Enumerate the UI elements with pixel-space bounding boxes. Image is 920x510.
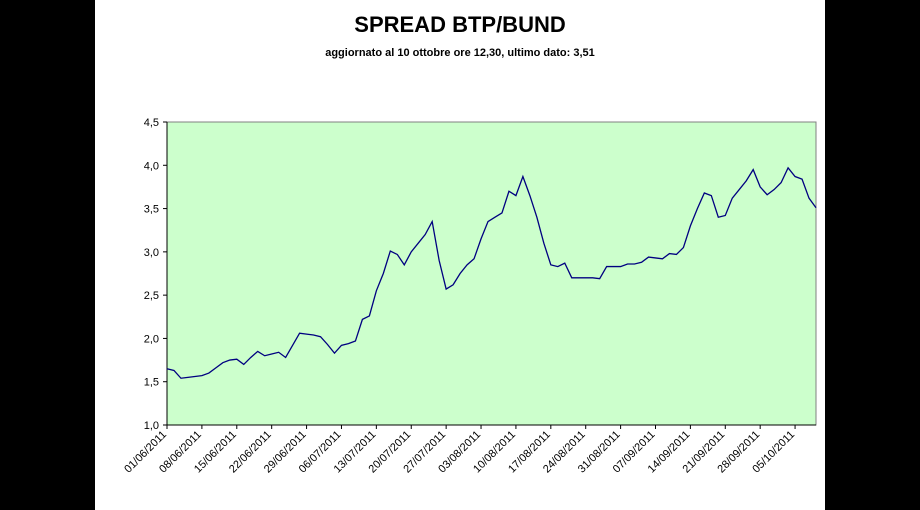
y-tick-label: 1,0: [144, 420, 159, 432]
y-tick-label: 3,0: [144, 247, 159, 259]
y-tick-label: 2,0: [144, 333, 159, 345]
y-tick-label: 1,5: [144, 377, 159, 389]
y-tick-label: 4,0: [144, 160, 159, 172]
chart-title: SPREAD BTP/BUND: [354, 12, 565, 37]
y-tick-label: 2,5: [144, 290, 159, 302]
chart-subtitle: aggiornato al 10 ottobre ore 12,30, ulti…: [325, 47, 595, 59]
y-tick-label: 4,5: [144, 117, 159, 129]
plot-area: [166, 121, 817, 426]
y-tick-label: 3,5: [144, 204, 159, 216]
line-series: [166, 166, 817, 379]
